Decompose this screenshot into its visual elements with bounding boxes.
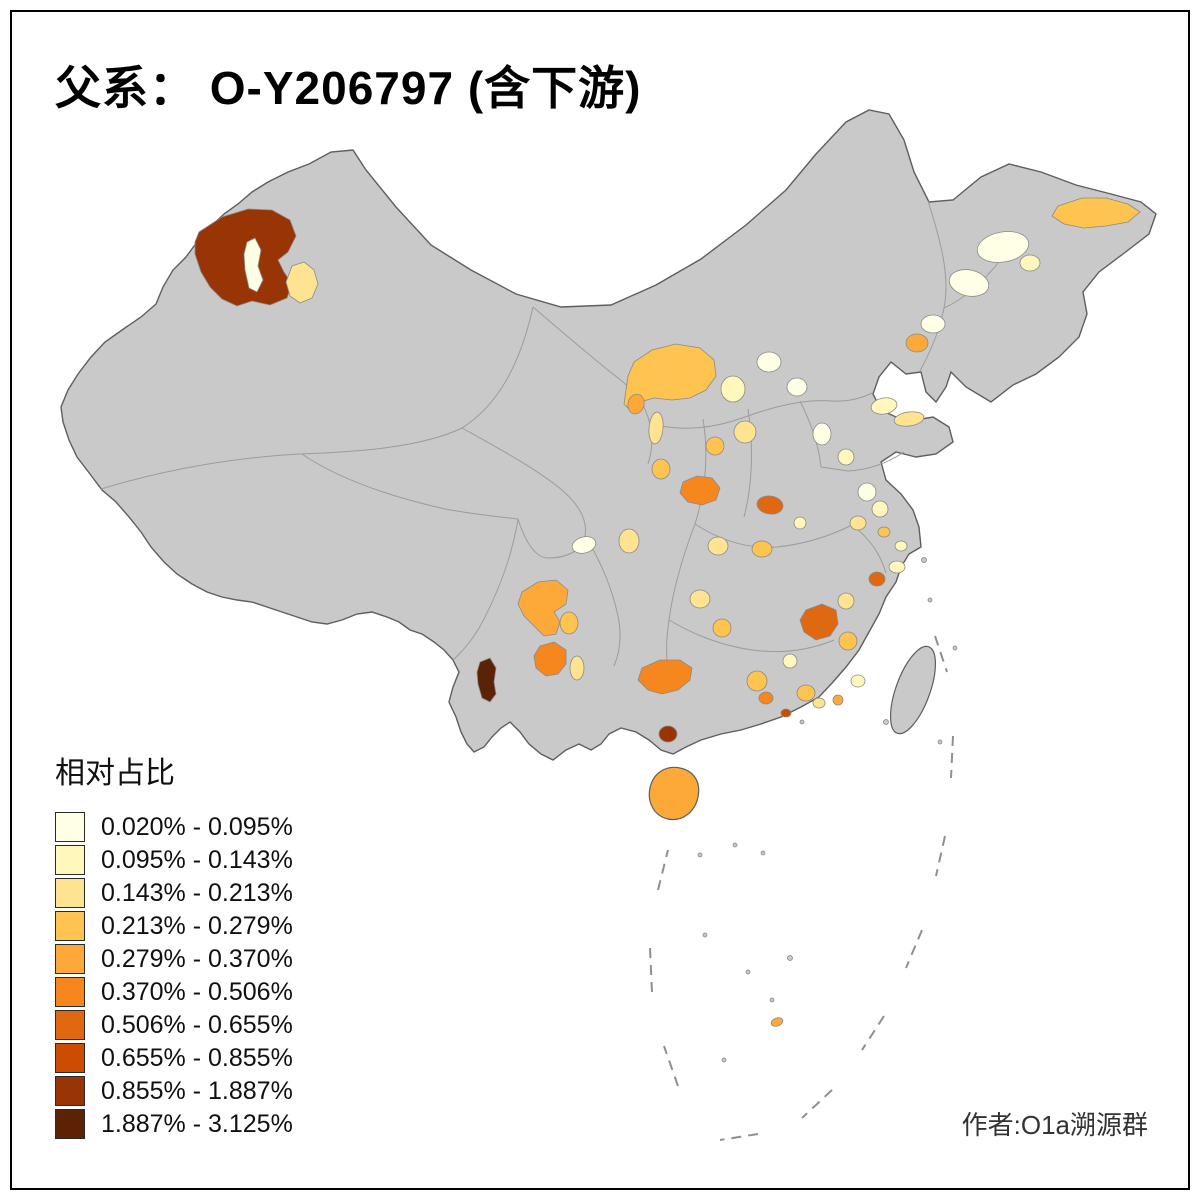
map-region — [849, 515, 867, 531]
map-region — [285, 261, 319, 304]
map-region — [837, 448, 855, 466]
map-region — [850, 674, 866, 688]
map-region — [476, 657, 497, 703]
legend-item-label: 0.143% - 0.213% — [101, 878, 293, 907]
legend-item: 0.143% - 0.213% — [55, 876, 293, 909]
legend-item-label: 0.020% - 0.095% — [101, 812, 293, 841]
map-region — [894, 540, 908, 552]
map-region — [627, 393, 645, 415]
map-region — [746, 670, 768, 692]
map-region — [793, 516, 807, 530]
map-region — [796, 684, 816, 702]
map-region — [888, 560, 906, 574]
colored-regions — [194, 197, 1141, 743]
map-region — [720, 375, 746, 403]
map-region — [812, 697, 826, 709]
map-region — [733, 420, 757, 444]
map-region — [857, 482, 877, 502]
legend-item-label: 0.370% - 0.506% — [101, 977, 293, 1006]
map-region — [786, 377, 808, 397]
map-region — [679, 475, 721, 506]
legend-items: 0.020% - 0.095% 0.095% - 0.143% 0.143% - 0… — [55, 810, 293, 1140]
legend-item: 0.855% - 1.887% — [55, 1074, 293, 1107]
legend-item: 0.095% - 0.143% — [55, 843, 293, 876]
map-region — [812, 422, 832, 446]
map-region — [976, 231, 1030, 263]
china-outline — [60, 109, 1157, 761]
map-region — [758, 691, 774, 705]
map-region — [705, 436, 725, 456]
legend-item-label: 0.506% - 0.655% — [101, 1010, 293, 1039]
map-region — [838, 631, 858, 651]
legend-item: 1.887% - 3.125% — [55, 1107, 293, 1140]
legend-item-label: 0.655% - 0.855% — [101, 1043, 293, 1072]
legend-swatch — [55, 1042, 85, 1073]
legend-item: 0.370% - 0.506% — [55, 975, 293, 1008]
legend-title: 相对占比 — [55, 757, 175, 790]
legend-item-label: 0.095% - 0.143% — [101, 845, 293, 874]
legend-item-label: 0.855% - 1.887% — [101, 1076, 293, 1105]
map-region — [689, 589, 711, 609]
legend-item: 0.020% - 0.095% — [55, 810, 293, 843]
map-region — [868, 571, 886, 587]
hainan-island — [648, 766, 700, 821]
legend-swatch — [55, 910, 85, 941]
map-region — [870, 397, 898, 415]
legend-swatch — [55, 844, 85, 875]
legend-item: 0.506% - 0.655% — [55, 1008, 293, 1041]
map-region — [637, 659, 693, 695]
legend-item: 0.213% - 0.279% — [55, 909, 293, 942]
legend-swatch — [55, 1075, 85, 1106]
map-region — [658, 725, 678, 743]
map-region — [569, 655, 585, 681]
map-region — [559, 611, 579, 635]
nine-dash-line — [649, 635, 954, 1141]
map-region — [651, 458, 671, 480]
taiwan-island — [889, 645, 937, 735]
attribution-text: 作者:O1a溯源群 — [961, 1110, 1148, 1140]
map-region — [832, 694, 844, 706]
map-region — [1019, 254, 1041, 272]
map-region — [877, 526, 891, 538]
map-region — [648, 411, 664, 445]
legend-item-label: 1.887% - 3.125% — [101, 1109, 293, 1138]
map-region — [799, 603, 839, 641]
legend-item: 0.655% - 0.855% — [55, 1041, 293, 1074]
map-title: 父系： O-Y206797 (含下游) — [55, 62, 642, 114]
legend: 相对占比 0.020% - 0.095% 0.095% - 0.143% 0.143… — [55, 748, 293, 1140]
legend-swatch — [55, 976, 85, 1007]
map-region — [780, 708, 792, 718]
legend-swatch — [55, 943, 85, 974]
map-region — [243, 237, 264, 293]
map-region — [871, 500, 889, 518]
map-region — [707, 536, 729, 556]
map-region — [751, 540, 773, 558]
map-region — [948, 269, 990, 297]
map-region — [782, 653, 798, 669]
map-region — [623, 343, 717, 413]
small-islands — [697, 557, 958, 1063]
map-region — [1051, 197, 1141, 229]
legend-item-label: 0.279% - 0.370% — [101, 944, 293, 973]
map-region — [618, 528, 640, 554]
map-region — [920, 314, 946, 334]
map-region — [905, 333, 929, 353]
islands — [648, 557, 958, 1063]
legend-swatch — [55, 1108, 85, 1139]
legend-swatch — [55, 1009, 85, 1040]
map-region — [712, 618, 732, 638]
legend-swatch — [55, 877, 85, 908]
map-region — [571, 536, 597, 554]
map-region — [756, 495, 784, 515]
map-region — [893, 411, 925, 427]
map-region — [533, 641, 567, 677]
map-region — [837, 592, 855, 610]
map-region — [770, 1017, 784, 1027]
legend-item-label: 0.213% - 0.279% — [101, 911, 293, 940]
legend-swatch — [55, 811, 85, 842]
map-region — [756, 351, 782, 373]
legend-item: 0.279% - 0.370% — [55, 942, 293, 975]
